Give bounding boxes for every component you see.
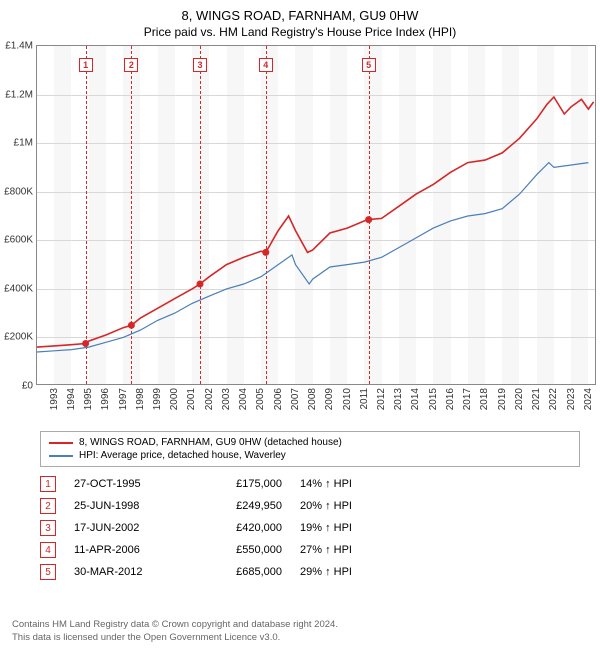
event-number: 4 [40, 542, 56, 558]
x-tick-label: 1994 [66, 388, 77, 410]
event-date: 17-JUN-2002 [74, 522, 174, 534]
y-tick-label: £400K [4, 283, 33, 294]
event-row: 5 30-MAR-2012 £685,000 29% ↑ HPI [40, 561, 580, 583]
x-tick-label: 1995 [83, 388, 94, 410]
event-pct: 14% ↑ HPI [300, 478, 390, 490]
x-tick-label: 2006 [273, 388, 284, 410]
x-tick-label: 1998 [135, 388, 146, 410]
x-tick-label: 2014 [410, 388, 421, 410]
event-dot [82, 340, 89, 347]
event-price: £175,000 [192, 478, 282, 490]
y-tick-label: £1M [14, 138, 33, 149]
x-tick-label: 2005 [255, 388, 266, 410]
x-tick-label: 2020 [514, 388, 525, 410]
x-tick-label: 2019 [497, 388, 508, 410]
legend-swatch [49, 455, 73, 457]
event-pct: 27% ↑ HPI [300, 544, 390, 556]
event-row: 3 17-JUN-2002 £420,000 19% ↑ HPI [40, 517, 580, 539]
y-tick-label: £1.4M [5, 41, 33, 52]
y-tick-label: £800K [4, 186, 33, 197]
y-tick-label: £600K [4, 235, 33, 246]
event-marker-box: 3 [193, 58, 207, 72]
event-pct: 29% ↑ HPI [300, 566, 390, 578]
legend-swatch [49, 442, 73, 444]
x-tick-label: 1996 [100, 388, 111, 410]
events-table: 1 27-OCT-1995 £175,000 14% ↑ HPI 2 25-JUN-199… [40, 473, 580, 583]
x-tick-label: 2004 [238, 388, 249, 410]
chart-subtitle: Price paid vs. HM Land Registry's House … [0, 23, 600, 45]
event-date: 27-OCT-1995 [74, 478, 174, 490]
event-date: 25-JUN-1998 [74, 500, 174, 512]
legend-label: 8, WINGS ROAD, FARNHAM, GU9 0HW (detache… [79, 437, 342, 448]
x-tick-label: 2015 [428, 388, 439, 410]
series-line [37, 163, 588, 352]
x-tick-label: 2023 [566, 388, 577, 410]
x-tick-label: 2002 [204, 388, 215, 410]
event-dot [128, 322, 135, 329]
event-dot [262, 249, 269, 256]
legend-label: HPI: Average price, detached house, Wave… [79, 450, 286, 461]
chart-svg [37, 46, 595, 384]
event-number: 5 [40, 564, 56, 580]
event-price: £685,000 [192, 566, 282, 578]
event-dot [197, 281, 204, 288]
x-tick-label: 2018 [479, 388, 490, 410]
y-tick-label: £1.2M [5, 89, 33, 100]
x-tick-label: 2003 [221, 388, 232, 410]
event-price: £249,950 [192, 500, 282, 512]
event-date: 11-APR-2006 [74, 544, 174, 556]
x-tick-label: 2009 [324, 388, 335, 410]
event-marker-box: 1 [79, 58, 93, 72]
x-tick-label: 2008 [307, 388, 318, 410]
event-date: 30-MAR-2012 [74, 566, 174, 578]
event-price: £420,000 [192, 522, 282, 534]
footer-line: This data is licensed under the Open Gov… [12, 632, 588, 644]
x-tick-label: 1993 [49, 388, 60, 410]
event-number: 3 [40, 520, 56, 536]
x-tick-label: 1997 [118, 388, 129, 410]
x-tick-label: 2001 [186, 388, 197, 410]
event-number: 1 [40, 476, 56, 492]
legend: 8, WINGS ROAD, FARNHAM, GU9 0HW (detache… [40, 431, 580, 467]
y-tick-label: £0 [22, 381, 33, 392]
footer-attribution: Contains HM Land Registry data © Crown c… [12, 619, 588, 644]
chart-title: 8, WINGS ROAD, FARNHAM, GU9 0HW [0, 0, 600, 23]
x-tick-label: 2000 [169, 388, 180, 410]
event-marker-box: 2 [124, 58, 138, 72]
series-line [37, 97, 594, 347]
chart-container: 8, WINGS ROAD, FARNHAM, GU9 0HW Price pa… [0, 0, 600, 650]
event-price: £550,000 [192, 544, 282, 556]
x-tick-label: 2021 [531, 388, 542, 410]
legend-item: 8, WINGS ROAD, FARNHAM, GU9 0HW (detache… [49, 436, 571, 449]
event-row: 4 11-APR-2006 £550,000 27% ↑ HPI [40, 539, 580, 561]
event-marker-box: 5 [362, 58, 376, 72]
x-tick-label: 2024 [583, 388, 594, 410]
x-tick-label: 2016 [445, 388, 456, 410]
event-row: 2 25-JUN-1998 £249,950 20% ↑ HPI [40, 495, 580, 517]
x-tick-label: 2011 [359, 388, 370, 410]
event-marker-box: 4 [259, 58, 273, 72]
x-tick-label: 2010 [342, 388, 353, 410]
event-number: 2 [40, 498, 56, 514]
footer-line: Contains HM Land Registry data © Crown c… [12, 619, 588, 631]
x-tick-label: 1999 [152, 388, 163, 410]
y-tick-label: £200K [4, 332, 33, 343]
x-tick-label: 2022 [548, 388, 559, 410]
x-tick-label: 2007 [290, 388, 301, 410]
event-pct: 19% ↑ HPI [300, 522, 390, 534]
x-tick-label: 2017 [462, 388, 473, 410]
legend-item: HPI: Average price, detached house, Wave… [49, 449, 571, 462]
event-dot [365, 216, 372, 223]
event-pct: 20% ↑ HPI [300, 500, 390, 512]
x-tick-label: 2013 [393, 388, 404, 410]
x-tick-label: 2012 [376, 388, 387, 410]
chart-plot-area: 1993199419951996199719981999200020012002… [36, 45, 596, 385]
event-row: 1 27-OCT-1995 £175,000 14% ↑ HPI [40, 473, 580, 495]
